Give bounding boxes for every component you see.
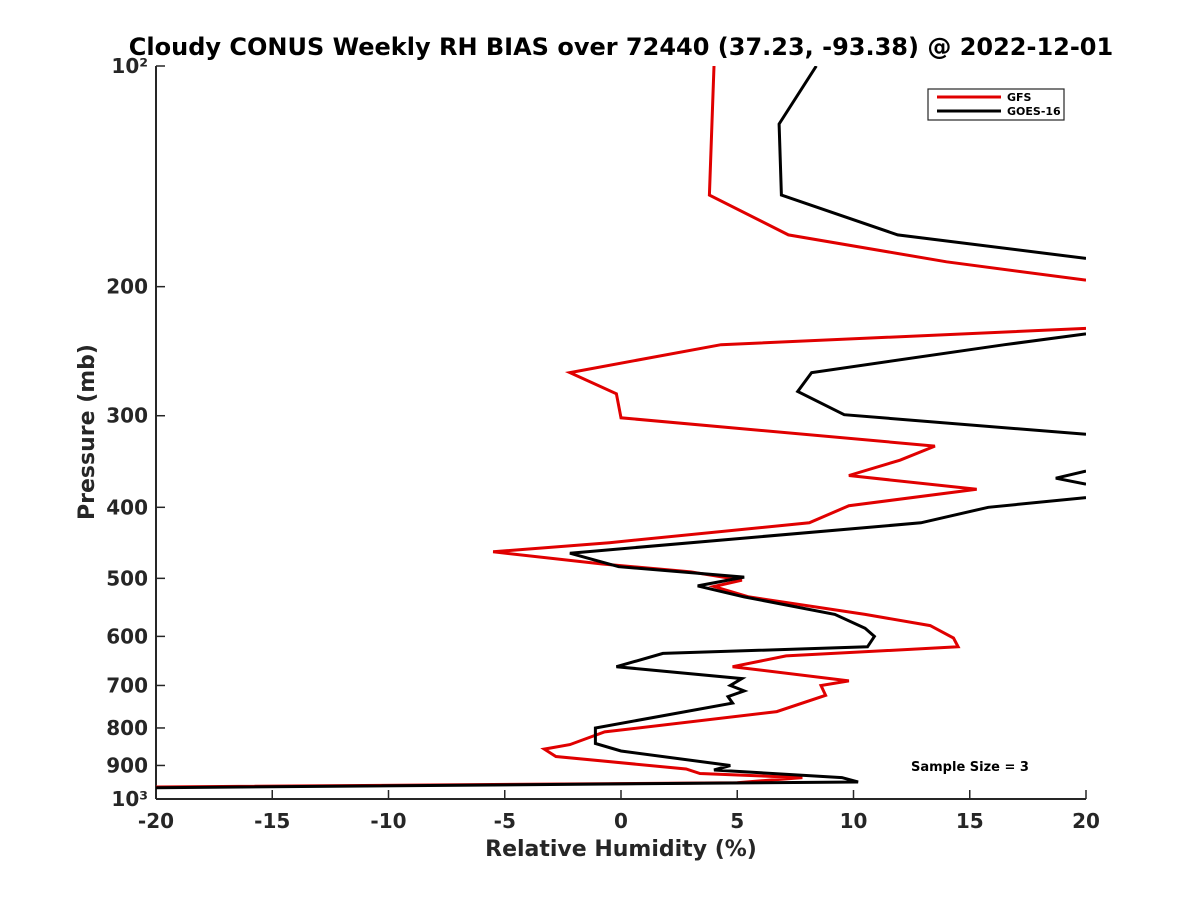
series-line-goes-16 (795, 332, 1086, 436)
x-tick-label: -20 (138, 809, 174, 833)
x-tick-label: 0 (614, 809, 628, 833)
series-line-goes-16 (1055, 469, 1086, 486)
series-lines (156, 66, 1086, 790)
x-tick-label: 5 (730, 809, 744, 833)
series-line-goes-16 (777, 66, 1086, 260)
x-tick-label: 20 (1072, 809, 1100, 833)
y-tick-label: 500 (106, 566, 148, 590)
x-ticks: -20 -15 -10 -5 0 5 10 15 20 (138, 790, 1100, 833)
series-line-goes-16 (156, 496, 1086, 790)
series-line-gfs (156, 326, 1086, 789)
y-tick-label: 900 (106, 753, 148, 777)
legend-box (927, 88, 1065, 121)
legend-label-gfs: GFS (1007, 91, 1032, 104)
y-ticks: 10² 200 300 400 500 600 700 800 900 10³ (106, 54, 165, 811)
y-tick-label: 700 (106, 673, 148, 697)
sample-size-annotation: Sample Size = 3 (911, 760, 1029, 775)
series-line-gfs (707, 66, 1086, 282)
y-tick-label: 200 (106, 275, 148, 299)
y-tick-label: 10² (111, 54, 148, 78)
y-axis-label: Pressure (mb) (75, 344, 100, 520)
y-tick-label: 600 (106, 624, 148, 648)
legend-label-goes-16: GOES-16 (1007, 105, 1061, 118)
y-tick-label: 800 (106, 716, 148, 740)
x-tick-label: 10 (840, 809, 868, 833)
x-tick-label: -5 (494, 809, 516, 833)
x-tick-label: -10 (370, 809, 406, 833)
y-tick-label: 400 (106, 495, 148, 519)
y-tick-label: 10³ (111, 787, 148, 811)
y-tick-label: 300 (106, 404, 148, 428)
chart-title: Cloudy CONUS Weekly RH BIAS over 72440 (… (129, 33, 1113, 61)
x-tick-label: 15 (956, 809, 984, 833)
x-tick-label: -15 (254, 809, 290, 833)
x-axis-label: Relative Humidity (%) (485, 837, 757, 862)
plot-area: -20 -15 -10 -5 0 5 10 15 20 10² 200 300 400 500 600 70… (106, 54, 1100, 833)
